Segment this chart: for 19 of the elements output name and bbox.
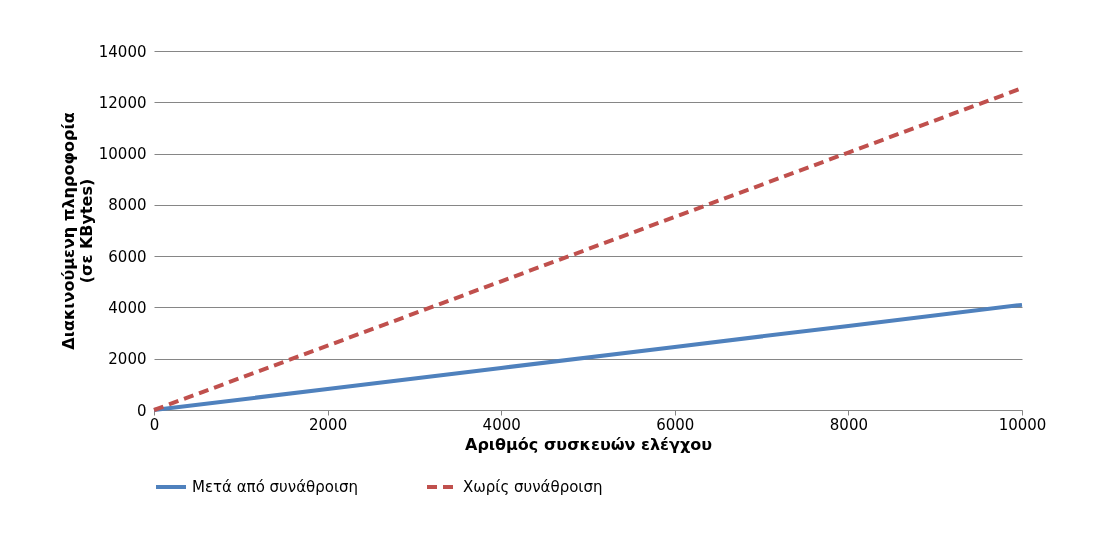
y-tick-label: 12000 [98,93,147,112]
x-tick-label: 6000 [656,415,695,434]
y-tick-label: 10000 [98,145,147,164]
y-tick-label: 6000 [108,247,147,266]
legend-label: Μετά από συνάθροιση [192,478,359,496]
x-tick-label: 0 [149,415,160,434]
x-tick-label: 2000 [309,415,348,434]
line-series [152,302,1024,412]
y-tick-label: 4000 [108,298,147,317]
x-tick-label: 8000 [829,415,868,434]
y-tick-label: 0 [136,401,147,420]
y-tick-label: 8000 [108,196,147,215]
y-axis-title: Διακινούμενη πληροφορία (σε KBytes) [58,112,96,350]
x-tick-label: 4000 [482,415,521,434]
x-tick-label: 10000 [998,415,1047,434]
y-tick-label: 2000 [108,350,147,369]
legend-label: Χωρίς συνάθροιση [463,478,603,496]
y-tick-label: 14000 [98,42,147,61]
x-axis-title: Αριθμός συσκευών ελέγχου [464,434,713,454]
